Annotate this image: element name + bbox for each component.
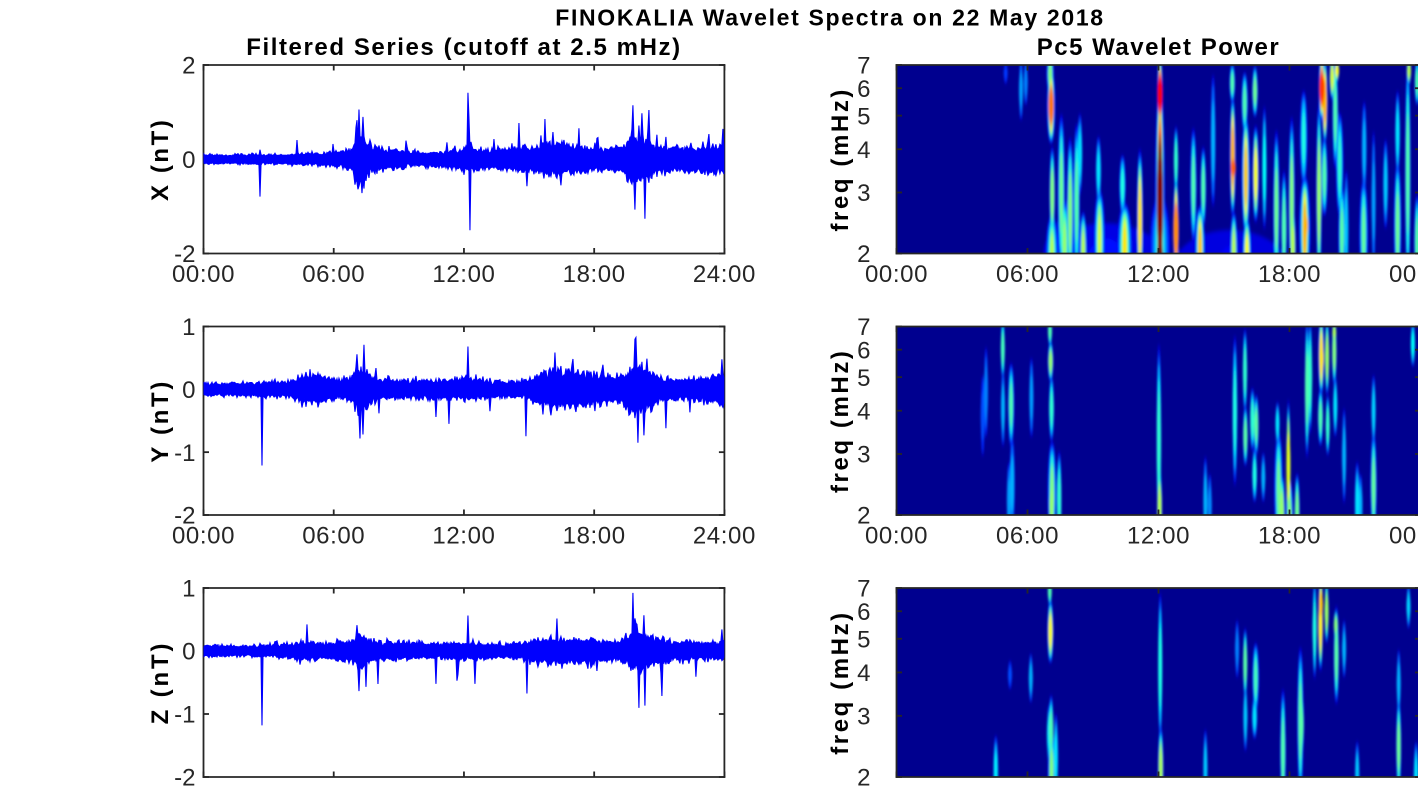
svg-text:-2: -2: [174, 503, 195, 530]
svg-text:freq (mHz): freq (mHz): [827, 348, 854, 493]
svg-text:6: 6: [857, 599, 870, 626]
svg-text:freq (mHz): freq (mHz): [827, 610, 854, 755]
svg-text:2: 2: [857, 765, 870, 788]
svg-text:18:00: 18:00: [563, 261, 626, 288]
svg-text:2: 2: [182, 53, 195, 80]
svg-text:2: 2: [857, 503, 870, 530]
svg-text:00:00: 00:00: [865, 522, 928, 549]
svg-text:6: 6: [857, 76, 870, 103]
svg-text:3: 3: [857, 180, 870, 207]
svg-text:1: 1: [182, 314, 195, 341]
svg-text:18:00: 18:00: [563, 522, 626, 549]
svg-text:FINOKALIA Wavelet Spectra on 2: FINOKALIA Wavelet Spectra on 22 May 2018: [555, 5, 1105, 31]
svg-text:00:00: 00:00: [865, 261, 928, 288]
svg-text:18:00: 18:00: [1258, 261, 1321, 288]
svg-text:4: 4: [857, 137, 870, 164]
svg-text:Z (nT): Z (nT): [147, 641, 174, 725]
svg-text:06:00: 06:00: [996, 261, 1059, 288]
svg-text:0: 0: [182, 147, 195, 174]
svg-text:06:00: 06:00: [996, 522, 1059, 549]
svg-text:6: 6: [857, 337, 870, 364]
svg-text:06:00: 06:00: [302, 261, 365, 288]
svg-text:5: 5: [857, 626, 870, 653]
svg-text:-1: -1: [174, 440, 195, 467]
svg-text:5: 5: [857, 365, 870, 392]
svg-text:3: 3: [857, 442, 870, 469]
svg-text:12:00: 12:00: [1127, 522, 1190, 549]
svg-text:06:00: 06:00: [302, 522, 365, 549]
svg-text:12:00: 12:00: [1127, 261, 1190, 288]
svg-text:0: 0: [182, 639, 195, 666]
svg-text:18:00: 18:00: [1258, 522, 1321, 549]
svg-text:-2: -2: [174, 241, 195, 268]
svg-text:00:00: 00:00: [172, 522, 235, 549]
svg-text:2: 2: [857, 241, 870, 268]
svg-text:Pc5 Wavelet Power: Pc5 Wavelet Power: [1037, 34, 1281, 61]
svg-text:5: 5: [857, 103, 870, 130]
svg-text:Y (nT): Y (nT): [147, 379, 174, 463]
svg-text:7: 7: [857, 576, 870, 603]
svg-text:00:00: 00:00: [1389, 522, 1418, 549]
svg-text:1: 1: [182, 576, 195, 603]
svg-text:X (nT): X (nT): [147, 117, 174, 201]
svg-text:24:00: 24:00: [693, 522, 756, 549]
svg-text:-2: -2: [174, 765, 195, 788]
svg-text:4: 4: [857, 398, 870, 425]
svg-text:12:00: 12:00: [432, 522, 495, 549]
svg-text:-1: -1: [174, 702, 195, 729]
svg-text:7: 7: [857, 53, 870, 80]
svg-text:00:00: 00:00: [172, 261, 235, 288]
svg-text:4: 4: [857, 660, 870, 687]
svg-text:3: 3: [857, 704, 870, 731]
svg-text:00:00: 00:00: [1389, 261, 1418, 288]
svg-text:12:00: 12:00: [432, 261, 495, 288]
svg-text:24:00: 24:00: [693, 261, 756, 288]
svg-text:Filtered Series (cutoff at 2.5: Filtered Series (cutoff at 2.5 mHz): [246, 34, 681, 61]
svg-text:0: 0: [182, 377, 195, 404]
svg-text:freq (mHz): freq (mHz): [827, 87, 854, 232]
svg-text:7: 7: [857, 314, 870, 341]
